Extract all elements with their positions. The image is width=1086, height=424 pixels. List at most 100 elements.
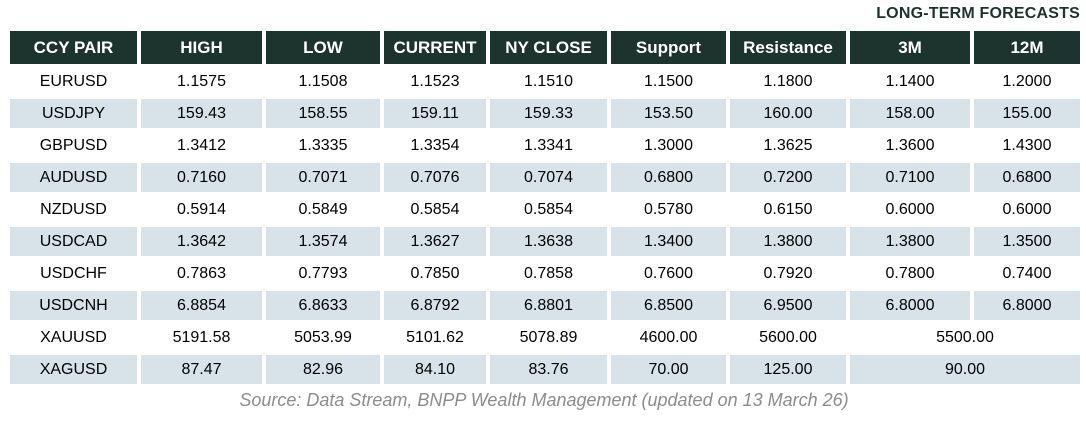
cell-high: 6.8854 <box>141 291 262 320</box>
cell-12m: 0.6000 <box>974 195 1080 224</box>
cell-ccy-pair: USDCHF <box>10 259 137 288</box>
cell-support: 1.3400 <box>611 227 726 256</box>
cell-current: 159.11 <box>384 99 486 128</box>
header-row: CCY PAIR HIGH LOW CURRENT NY CLOSE Suppo… <box>10 31 1080 64</box>
cell-low: 0.7793 <box>266 259 380 288</box>
cell-current: 1.3627 <box>384 227 486 256</box>
cell-low: 6.8633 <box>266 291 380 320</box>
cell-resistance: 5600.00 <box>730 323 846 352</box>
cell-support: 0.6800 <box>611 163 726 192</box>
cell-3m: 0.7100 <box>850 163 970 192</box>
cell-3m: 1.1400 <box>850 67 970 96</box>
cell-12m: 0.6800 <box>974 163 1080 192</box>
table-row-usdjpy: USDJPY 159.43 158.55 159.11 159.33 153.50 160.… <box>10 99 1080 128</box>
cell-high: 1.3412 <box>141 131 262 160</box>
cell-resistance: 125.00 <box>730 355 846 384</box>
cell-high: 0.7160 <box>141 163 262 192</box>
cell-high: 0.5914 <box>141 195 262 224</box>
cell-current: 0.7076 <box>384 163 486 192</box>
cell-ny-close: 1.3638 <box>490 227 607 256</box>
cell-resistance: 0.6150 <box>730 195 846 224</box>
cell-low: 1.3574 <box>266 227 380 256</box>
cell-resistance: 160.00 <box>730 99 846 128</box>
cell-ccy-pair: EURUSD <box>10 67 137 96</box>
cell-resistance: 6.9500 <box>730 291 846 320</box>
cell-3m: 6.8000 <box>850 291 970 320</box>
cell-ccy-pair: XAGUSD <box>10 355 137 384</box>
column-header-12m: 12M <box>974 31 1080 64</box>
cell-12m: 155.00 <box>974 99 1080 128</box>
cell-low: 1.1508 <box>266 67 380 96</box>
table-row-eurusd: EURUSD 1.1575 1.1508 1.1523 1.1510 1.1500 1.18… <box>10 67 1080 96</box>
cell-ny-close: 0.5854 <box>490 195 607 224</box>
cell-current: 1.1523 <box>384 67 486 96</box>
cell-long-term-merged: 90.00 <box>850 355 1080 384</box>
cell-support: 6.8500 <box>611 291 726 320</box>
cell-ny-close: 0.7858 <box>490 259 607 288</box>
cell-support: 0.5780 <box>611 195 726 224</box>
cell-3m: 0.7800 <box>850 259 970 288</box>
cell-12m: 1.3500 <box>974 227 1080 256</box>
column-header-current: CURRENT <box>384 31 486 64</box>
cell-ny-close: 0.7074 <box>490 163 607 192</box>
cell-current: 0.5854 <box>384 195 486 224</box>
cell-support: 1.1500 <box>611 67 726 96</box>
cell-current: 5101.62 <box>384 323 486 352</box>
cell-high: 1.3642 <box>141 227 262 256</box>
cell-ny-close: 83.76 <box>490 355 607 384</box>
cell-3m: 0.6000 <box>850 195 970 224</box>
cell-low: 0.5849 <box>266 195 380 224</box>
column-header-ny-close: NY CLOSE <box>490 31 607 64</box>
column-header-low: LOW <box>266 31 380 64</box>
cell-current: 6.8792 <box>384 291 486 320</box>
cell-ny-close: 1.1510 <box>490 67 607 96</box>
cell-resistance: 1.3625 <box>730 131 846 160</box>
cell-high: 5191.58 <box>141 323 262 352</box>
cell-resistance: 1.1800 <box>730 67 846 96</box>
cell-3m: 158.00 <box>850 99 970 128</box>
cell-ccy-pair: NZDUSD <box>10 195 137 224</box>
cell-ccy-pair: USDCAD <box>10 227 137 256</box>
cell-long-term-merged: 5500.00 <box>850 323 1080 352</box>
table-row-usdcnh: USDCNH 6.8854 6.8633 6.8792 6.8801 6.8500 6.95… <box>10 291 1080 320</box>
column-header-3m: 3M <box>850 31 970 64</box>
table-row-nzdusd: NZDUSD 0.5914 0.5849 0.5854 0.5854 0.5780 0.61… <box>10 195 1080 224</box>
cell-low: 158.55 <box>266 99 380 128</box>
cell-ccy-pair: USDCNH <box>10 291 137 320</box>
cell-high: 0.7863 <box>141 259 262 288</box>
table-row-usdchf: USDCHF 0.7863 0.7793 0.7850 0.7858 0.7600 0.79… <box>10 259 1080 288</box>
cell-12m: 1.2000 <box>974 67 1080 96</box>
cell-high: 87.47 <box>141 355 262 384</box>
table-row-usdcad: USDCAD 1.3642 1.3574 1.3627 1.3638 1.3400 1.38… <box>10 227 1080 256</box>
cell-low: 82.96 <box>266 355 380 384</box>
cell-3m: 1.3800 <box>850 227 970 256</box>
cell-12m: 0.7400 <box>974 259 1080 288</box>
cell-current: 1.3354 <box>384 131 486 160</box>
cell-ny-close: 6.8801 <box>490 291 607 320</box>
cell-ccy-pair: XAUUSD <box>10 323 137 352</box>
cell-current: 84.10 <box>384 355 486 384</box>
table-body: EURUSD 1.1575 1.1508 1.1523 1.1510 1.1500 1.18… <box>10 67 1080 384</box>
cell-support: 70.00 <box>611 355 726 384</box>
cell-ny-close: 5078.89 <box>490 323 607 352</box>
cell-12m: 6.8000 <box>974 291 1080 320</box>
table-row-xauusd: XAUUSD 5191.58 5053.99 5101.62 5078.89 4600.0… <box>10 323 1080 352</box>
cell-support: 153.50 <box>611 99 726 128</box>
cell-support: 4600.00 <box>611 323 726 352</box>
cell-current: 0.7850 <box>384 259 486 288</box>
cell-support: 1.3000 <box>611 131 726 160</box>
cell-resistance: 0.7920 <box>730 259 846 288</box>
column-header-ccy-pair: CCY PAIR <box>10 31 137 64</box>
cell-low: 5053.99 <box>266 323 380 352</box>
column-header-resistance: Resistance <box>730 31 846 64</box>
cell-high: 159.43 <box>141 99 262 128</box>
source-note: Source: Data Stream, BNPP Wealth Managem… <box>239 390 849 410</box>
fx-forecast-page: LONG-TERM FORECASTS CCY PAIR HIGH LOW CU… <box>10 5 1080 410</box>
cell-resistance: 1.3800 <box>730 227 846 256</box>
cell-3m: 1.3600 <box>850 131 970 160</box>
cell-resistance: 0.7200 <box>730 163 846 192</box>
cell-ny-close: 1.3341 <box>490 131 607 160</box>
table-row-audusd: AUDUSD 0.7160 0.7071 0.7076 0.7074 0.6800 0.72… <box>10 163 1080 192</box>
cell-low: 0.7071 <box>266 163 380 192</box>
cell-low: 1.3335 <box>266 131 380 160</box>
